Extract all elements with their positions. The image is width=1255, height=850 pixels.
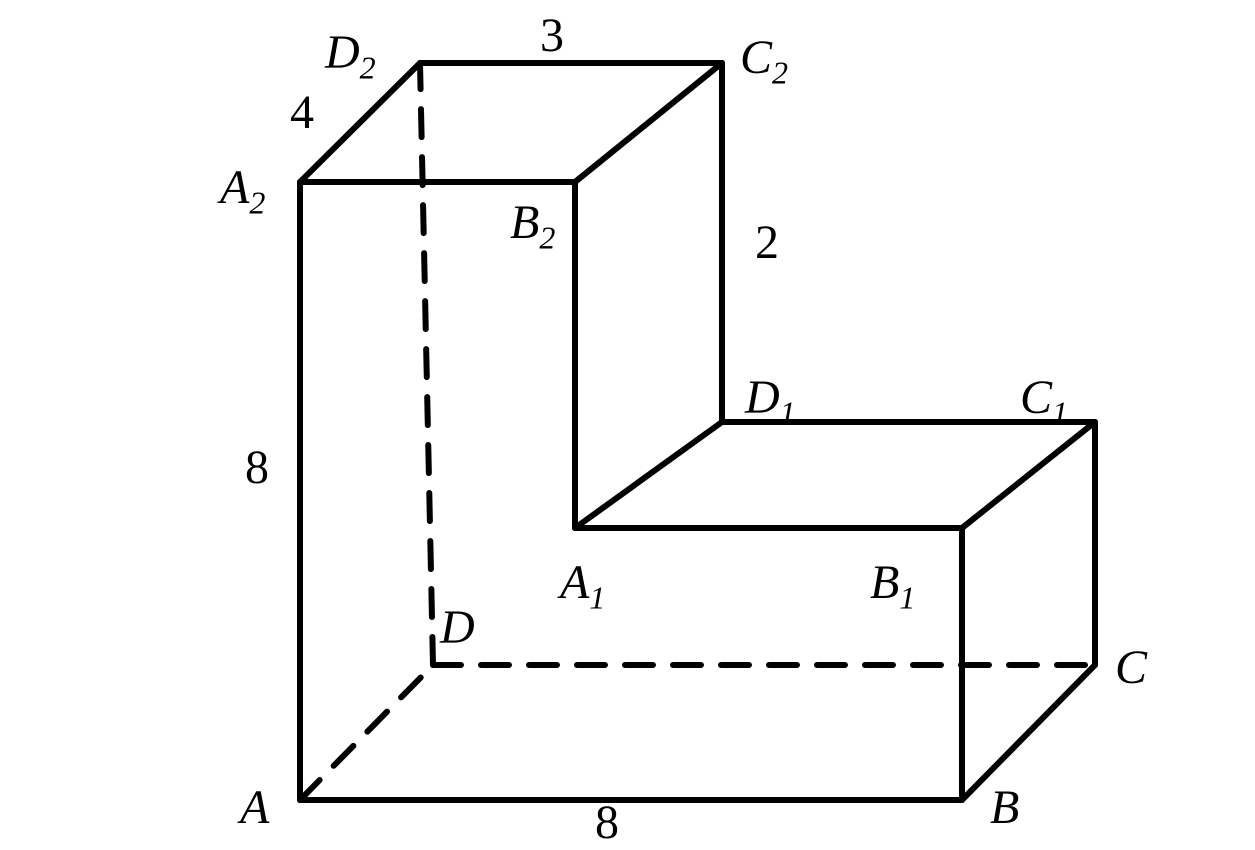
dim-left-height: 8: [245, 440, 269, 495]
label-D1: D1: [745, 370, 796, 432]
dim-top-width: 4: [290, 85, 314, 140]
label-A2: A2: [220, 160, 265, 222]
label-C1: C1: [1020, 370, 1068, 432]
label-C: C: [1115, 640, 1147, 695]
dim-top-depth: 3: [540, 8, 564, 63]
label-B2: B2: [510, 195, 555, 257]
label-B: B: [990, 780, 1019, 835]
dim-bottom-width: 8: [595, 795, 619, 850]
label-B1: B1: [870, 555, 915, 617]
label-A: A: [240, 780, 269, 835]
label-D2: D2: [325, 25, 376, 87]
label-C2: C2: [740, 30, 788, 92]
label-D: D: [440, 600, 475, 655]
dim-top-height: 2: [755, 215, 779, 270]
label-A1: A1: [560, 555, 605, 617]
